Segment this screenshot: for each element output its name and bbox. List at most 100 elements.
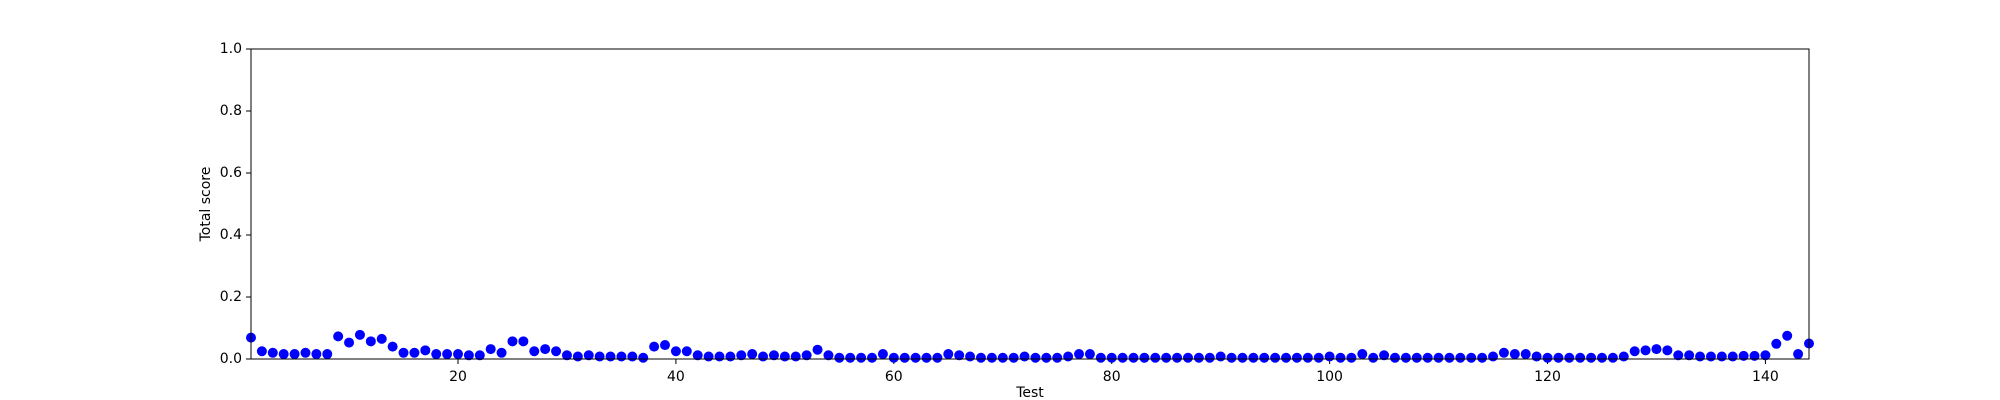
point	[1324, 351, 1335, 362]
point	[1357, 349, 1368, 360]
x-tick-label: 120	[1534, 369, 1561, 385]
point	[409, 347, 420, 358]
point	[267, 347, 278, 358]
point	[1542, 352, 1553, 363]
point	[518, 336, 529, 347]
point	[867, 352, 878, 363]
point	[779, 351, 790, 362]
point	[376, 333, 387, 344]
point	[834, 352, 845, 363]
point	[736, 350, 747, 361]
point	[888, 352, 899, 363]
point	[561, 350, 572, 361]
point	[975, 352, 986, 363]
point	[1128, 352, 1139, 363]
point	[1651, 344, 1662, 355]
point	[1161, 352, 1172, 363]
point	[845, 352, 856, 363]
point	[1433, 352, 1444, 363]
point	[681, 346, 692, 357]
point	[485, 344, 496, 355]
point	[1019, 351, 1030, 362]
point	[1193, 352, 1204, 363]
point	[1509, 349, 1520, 360]
point	[856, 352, 867, 363]
point	[1302, 352, 1313, 363]
y-tick-label: 0.0	[220, 351, 242, 367]
point	[1531, 351, 1542, 362]
point	[463, 350, 474, 361]
point	[1400, 352, 1411, 363]
point	[1063, 351, 1074, 362]
x-tick-label: 80	[1103, 369, 1121, 385]
point	[1106, 352, 1117, 363]
point	[910, 352, 921, 363]
point	[1782, 330, 1793, 341]
y-tick-label: 1.0	[220, 41, 242, 57]
point	[1182, 352, 1193, 363]
point	[1488, 351, 1499, 362]
point	[812, 344, 823, 355]
y-tick-label: 0.4	[220, 227, 242, 243]
point	[1716, 351, 1727, 362]
point	[649, 341, 660, 352]
point	[507, 336, 518, 347]
point	[943, 349, 954, 360]
y-tick-label: 0.8	[220, 103, 242, 119]
point	[1074, 349, 1085, 360]
point	[1313, 352, 1324, 363]
point	[1052, 352, 1063, 363]
point	[365, 336, 376, 347]
y-tick-label: 0.6	[220, 165, 242, 181]
point	[1607, 352, 1618, 363]
point	[474, 350, 485, 361]
point	[1008, 352, 1019, 363]
point	[986, 352, 997, 363]
point	[1422, 352, 1433, 363]
point	[747, 349, 758, 360]
point	[627, 351, 638, 362]
point	[1498, 347, 1509, 358]
point	[420, 345, 431, 356]
point	[1248, 352, 1259, 363]
point	[540, 344, 551, 355]
point	[1368, 352, 1379, 363]
point	[387, 341, 398, 352]
point	[1629, 346, 1640, 357]
point	[877, 349, 888, 360]
point	[1411, 352, 1422, 363]
point	[1215, 351, 1226, 362]
point	[823, 350, 834, 361]
point	[278, 349, 289, 360]
point	[1237, 352, 1248, 363]
point	[1477, 352, 1488, 363]
point	[1084, 349, 1095, 360]
y-tick-label: 0.2	[220, 289, 242, 305]
point	[1389, 352, 1400, 363]
point	[551, 346, 562, 357]
point	[333, 331, 344, 342]
point	[1793, 349, 1804, 360]
point	[768, 350, 779, 361]
point	[1204, 352, 1215, 363]
point	[660, 340, 671, 351]
point	[997, 352, 1008, 363]
point	[344, 337, 355, 348]
x-axis-label: Test	[1015, 385, 1044, 400]
point	[670, 346, 681, 357]
point	[1662, 345, 1673, 356]
point	[1771, 338, 1782, 349]
point	[932, 352, 943, 363]
point	[1705, 351, 1716, 362]
point	[954, 350, 965, 361]
point	[1575, 352, 1586, 363]
point	[725, 351, 736, 362]
plot-frame	[250, 48, 1810, 360]
point	[1553, 352, 1564, 363]
point	[1291, 352, 1302, 363]
point	[431, 349, 442, 360]
x-tick-label: 40	[667, 369, 685, 385]
point	[758, 351, 769, 362]
point	[1095, 352, 1106, 363]
point	[322, 349, 333, 360]
